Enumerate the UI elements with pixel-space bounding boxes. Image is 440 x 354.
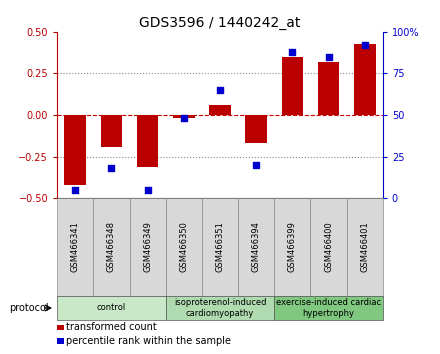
Bar — [101, 115, 122, 147]
Bar — [354, 44, 376, 115]
Bar — [318, 62, 339, 115]
Point — [108, 165, 115, 171]
Text: GDS3596 / 1440242_at: GDS3596 / 1440242_at — [139, 16, 301, 30]
Bar — [246, 115, 267, 143]
Text: GSM466348: GSM466348 — [107, 221, 116, 273]
Bar — [64, 115, 86, 185]
Text: transformed count: transformed count — [66, 322, 157, 332]
Text: percentile rank within the sample: percentile rank within the sample — [66, 336, 231, 346]
Point — [289, 49, 296, 55]
Point — [144, 187, 151, 193]
Text: GSM466399: GSM466399 — [288, 222, 297, 272]
Text: GSM466349: GSM466349 — [143, 222, 152, 272]
Point — [216, 87, 224, 93]
Text: GSM466341: GSM466341 — [71, 222, 80, 272]
Text: control: control — [97, 303, 126, 313]
Text: isoproterenol-induced
cardiomyopathy: isoproterenol-induced cardiomyopathy — [174, 298, 266, 318]
Text: GSM466401: GSM466401 — [360, 222, 369, 272]
Text: exercise-induced cardiac
hypertrophy: exercise-induced cardiac hypertrophy — [276, 298, 381, 318]
Point — [180, 115, 187, 121]
Bar — [282, 57, 303, 115]
Bar — [137, 115, 158, 167]
Text: protocol: protocol — [9, 303, 48, 313]
Point — [325, 54, 332, 59]
Text: GSM466394: GSM466394 — [252, 222, 260, 272]
Bar — [173, 115, 194, 118]
Point — [72, 187, 79, 193]
Text: GSM466351: GSM466351 — [216, 222, 224, 272]
Point — [253, 162, 260, 168]
Point — [361, 42, 368, 48]
Bar — [209, 105, 231, 115]
Text: GSM466350: GSM466350 — [180, 222, 188, 272]
Text: GSM466400: GSM466400 — [324, 222, 333, 272]
